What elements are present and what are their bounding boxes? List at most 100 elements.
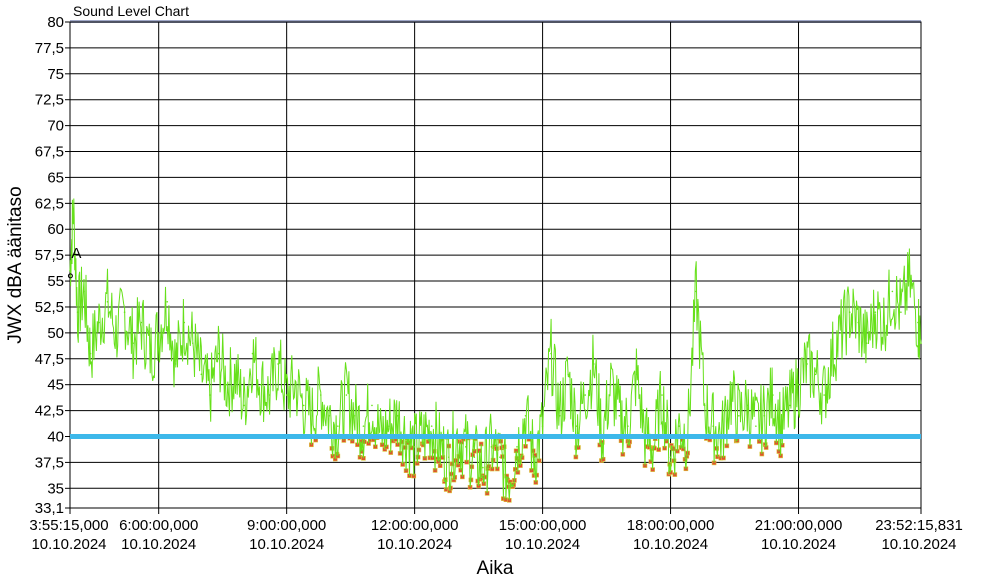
y-tick-label: 52,5 bbox=[35, 299, 64, 316]
x-tick-time: 12:00:00,000 bbox=[371, 517, 459, 534]
data-point bbox=[550, 352, 552, 355]
y-tick-label: 47,5 bbox=[35, 351, 64, 368]
data-point bbox=[115, 332, 117, 334]
data-point bbox=[166, 300, 169, 303]
data-point bbox=[209, 394, 211, 396]
data-point bbox=[430, 425, 433, 427]
x-tick-time: 23:52:15,831 bbox=[875, 517, 963, 534]
data-point bbox=[371, 404, 373, 407]
data-point bbox=[132, 342, 134, 345]
data-point bbox=[106, 300, 109, 303]
data-point bbox=[823, 394, 825, 396]
series-trace bbox=[69, 198, 922, 501]
y-tick-label: 80 bbox=[47, 14, 64, 31]
data-point bbox=[541, 425, 544, 427]
data-point bbox=[319, 394, 322, 396]
y-axis-label: JWX dBA äänitaso bbox=[5, 186, 26, 343]
data-point bbox=[908, 280, 911, 282]
data-point bbox=[652, 446, 655, 448]
data-point bbox=[755, 425, 757, 427]
data-point bbox=[328, 414, 331, 417]
data-point bbox=[789, 404, 791, 407]
x-tick-time: 18:00:00,000 bbox=[627, 517, 715, 534]
data-point bbox=[294, 383, 296, 386]
data-point bbox=[806, 363, 808, 365]
data-point bbox=[900, 311, 902, 313]
data-point bbox=[516, 446, 518, 448]
marker-label: A bbox=[71, 245, 81, 262]
y-tick-label: 65 bbox=[47, 169, 64, 186]
y-tick-label: 62,5 bbox=[35, 195, 64, 212]
data-point bbox=[226, 383, 228, 386]
data-point bbox=[174, 363, 177, 365]
y-tick-label: 35 bbox=[47, 480, 64, 497]
x-tick-date: 10.10.2024 bbox=[881, 536, 956, 553]
y-tick-label: 60 bbox=[47, 221, 64, 238]
data-point bbox=[243, 404, 245, 407]
data-point bbox=[260, 383, 262, 386]
data-point bbox=[311, 414, 314, 417]
data-point bbox=[797, 383, 800, 386]
data-point bbox=[507, 477, 510, 479]
x-tick-date: 10.10.2024 bbox=[31, 536, 106, 553]
x-tick-date: 10.10.2024 bbox=[761, 536, 836, 553]
data-point bbox=[635, 373, 638, 376]
y-tick-label: 75 bbox=[47, 66, 64, 83]
data-point bbox=[669, 456, 672, 459]
x-axis-label: Aika bbox=[477, 558, 514, 579]
y-tick-label: 33,1 bbox=[35, 500, 64, 517]
data-point bbox=[874, 311, 877, 313]
data-point bbox=[524, 414, 527, 417]
data-point bbox=[857, 321, 860, 324]
x-tick-date: 10.10.2024 bbox=[249, 536, 324, 553]
data-point bbox=[584, 394, 587, 396]
data-point bbox=[149, 352, 151, 355]
marker-point bbox=[67, 273, 73, 279]
data-point bbox=[772, 394, 774, 396]
data-point bbox=[865, 342, 868, 345]
data-point bbox=[277, 363, 279, 365]
x-tick-time: 9:00:00,000 bbox=[247, 517, 326, 534]
data-point bbox=[98, 321, 100, 324]
data-point bbox=[712, 425, 715, 427]
data-point bbox=[89, 352, 92, 355]
data-point bbox=[703, 404, 706, 407]
data-point bbox=[123, 311, 126, 313]
y-tick-label: 45 bbox=[47, 377, 64, 394]
data-point bbox=[388, 425, 390, 427]
data-point bbox=[439, 446, 442, 448]
data-point bbox=[183, 321, 186, 324]
data-point bbox=[499, 456, 501, 459]
y-tick-label: 67,5 bbox=[35, 144, 64, 161]
data-point bbox=[763, 414, 766, 417]
data-point bbox=[268, 394, 271, 396]
data-point bbox=[72, 207, 75, 210]
x-tick-date: 10.10.2024 bbox=[377, 536, 452, 553]
x-tick-time: 6:00:00,000 bbox=[119, 517, 198, 534]
y-tick-label: 37,5 bbox=[35, 454, 64, 471]
y-tick-label: 50 bbox=[47, 325, 64, 342]
data-point bbox=[217, 352, 220, 355]
data-point bbox=[592, 363, 595, 365]
data-point bbox=[848, 311, 851, 313]
data-point bbox=[618, 414, 621, 417]
data-point bbox=[840, 332, 842, 334]
data-point bbox=[746, 404, 749, 407]
data-point bbox=[354, 414, 356, 417]
x-tick-time: 21:00:00,000 bbox=[755, 517, 843, 534]
y-tick-label: 72,5 bbox=[35, 92, 64, 109]
y-tick-label: 55 bbox=[47, 273, 64, 290]
data-point bbox=[695, 290, 697, 293]
data-point bbox=[920, 342, 922, 345]
x-tick-date: 10.10.2024 bbox=[633, 536, 708, 553]
data-point bbox=[413, 446, 416, 448]
data-point bbox=[482, 466, 484, 469]
data-point bbox=[558, 414, 561, 417]
data-point bbox=[362, 425, 365, 427]
data-point bbox=[891, 290, 894, 293]
data-point bbox=[883, 321, 885, 324]
data-point bbox=[627, 425, 629, 427]
data-point bbox=[567, 373, 569, 376]
